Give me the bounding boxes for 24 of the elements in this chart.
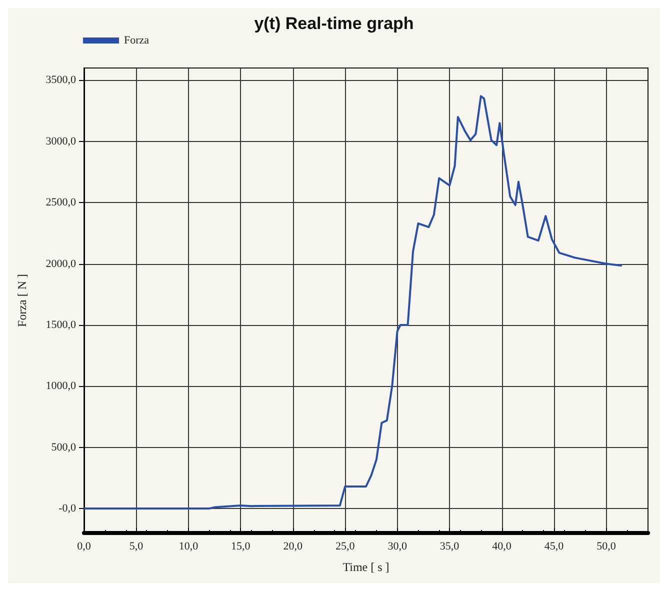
line-series xyxy=(83,95,623,510)
y-tick-label: 2000,0 xyxy=(46,258,76,270)
x-tick-label: 45,0 xyxy=(544,540,564,552)
x-tick-label: 50,0 xyxy=(596,540,616,552)
y-tick-label: -0,0 xyxy=(58,502,76,515)
y-tick-label: 2500,0 xyxy=(46,196,76,209)
x-tick-label: 35,0 xyxy=(440,540,460,552)
y-tick-label: 1500,0 xyxy=(46,318,76,331)
legend-label: Forza xyxy=(124,34,150,46)
y-tick-label: 3500,0 xyxy=(46,74,76,86)
x-tick-label: 25,0 xyxy=(335,540,356,552)
chart-title: y(t) Real-time graph xyxy=(254,14,414,33)
x-tick-label: 30,0 xyxy=(388,540,408,552)
x-tick-label: 15,0 xyxy=(231,540,251,552)
x-tick-label: 40,0 xyxy=(492,540,512,552)
y-tick-label: 1000,0 xyxy=(46,380,76,392)
x-axis-title: Time [ s ] xyxy=(342,560,390,574)
y-tick-label: 3000,0 xyxy=(46,135,76,148)
y-axis-title: Forza [ N ] xyxy=(15,274,29,327)
y-tick-label: 500,0 xyxy=(51,441,76,454)
x-tick-label: 5,0 xyxy=(129,540,144,552)
x-tick-label: 20,0 xyxy=(283,540,304,552)
x-tick-label: 0,0 xyxy=(77,540,92,552)
x-tick-label: 10,0 xyxy=(178,540,199,552)
